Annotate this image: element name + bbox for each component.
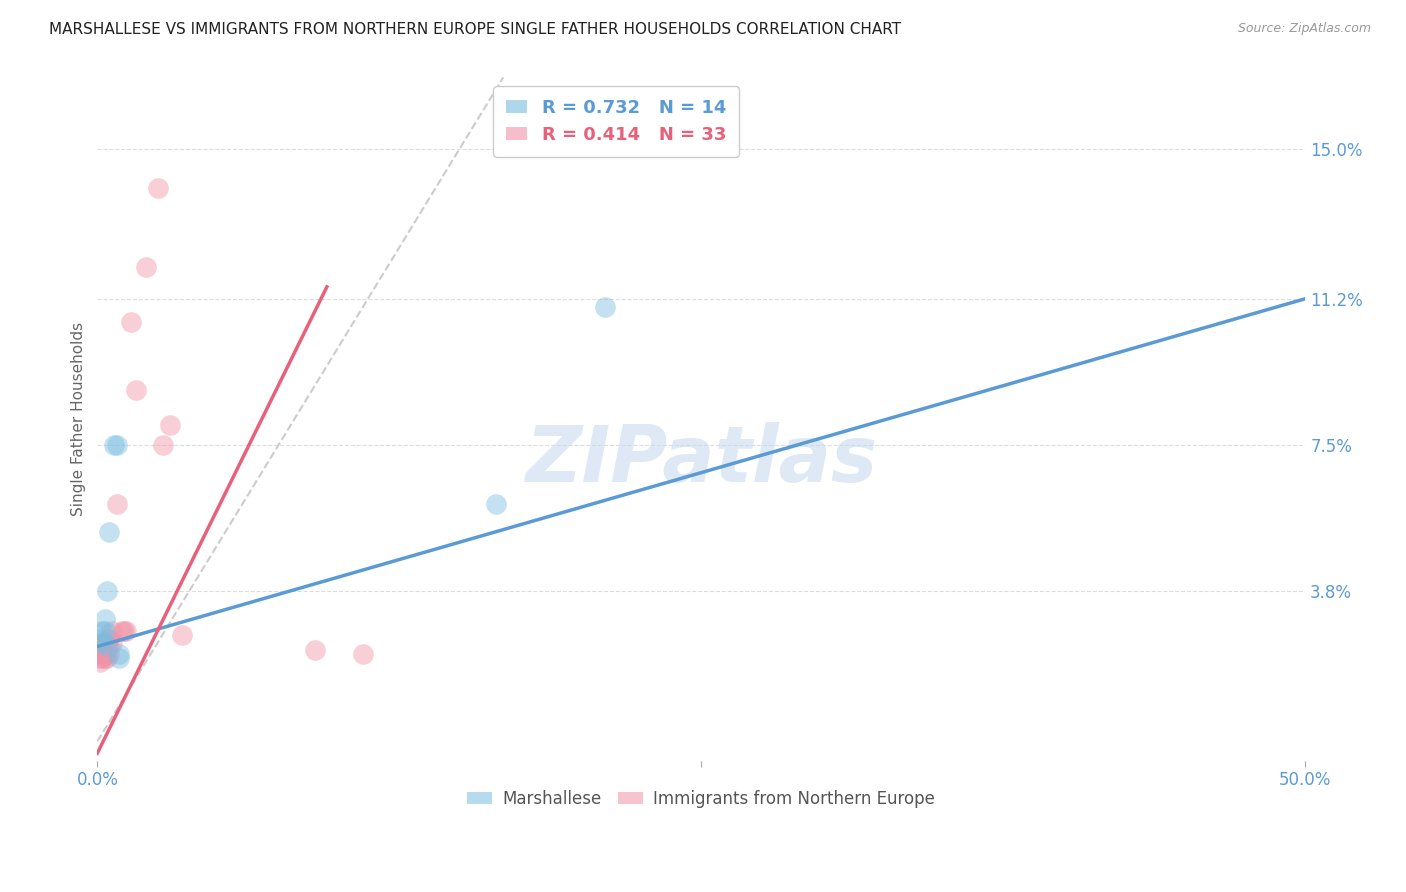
Point — [135, 260, 157, 274]
Point — [93, 651, 115, 665]
Point — [105, 438, 128, 452]
Point — [110, 624, 132, 638]
Point — [108, 651, 131, 665]
Point — [93, 612, 115, 626]
Point — [89, 655, 111, 669]
Point — [146, 181, 169, 195]
Point — [593, 300, 616, 314]
Point — [89, 651, 111, 665]
Point — [93, 635, 115, 649]
Point — [98, 632, 121, 646]
Point — [93, 624, 115, 638]
Text: MARSHALLESE VS IMMIGRANTS FROM NORTHERN EUROPE SINGLE FATHER HOUSEHOLDS CORRELAT: MARSHALLESE VS IMMIGRANTS FROM NORTHERN … — [49, 22, 901, 37]
Point — [96, 584, 118, 599]
Point — [352, 648, 374, 662]
Point — [89, 643, 111, 657]
Text: ZIPatlas: ZIPatlas — [526, 422, 877, 499]
Point — [98, 648, 121, 662]
Point — [96, 632, 118, 646]
Point — [91, 635, 114, 649]
Point — [105, 497, 128, 511]
Point — [98, 524, 121, 539]
Legend: Marshallese, Immigrants from Northern Europe: Marshallese, Immigrants from Northern Eu… — [461, 783, 942, 814]
Point — [101, 635, 124, 649]
Point — [91, 624, 114, 638]
Point — [108, 648, 131, 662]
Point — [170, 627, 193, 641]
Point — [96, 640, 118, 654]
Point — [89, 648, 111, 662]
Point — [115, 624, 138, 638]
Point — [103, 438, 125, 452]
Y-axis label: Single Father Households: Single Father Households — [72, 322, 86, 516]
Point — [125, 383, 148, 397]
Point — [101, 624, 124, 638]
Point — [91, 640, 114, 654]
Point — [93, 648, 115, 662]
Point — [98, 640, 121, 654]
Point — [152, 438, 174, 452]
Point — [112, 624, 135, 638]
Point — [304, 643, 326, 657]
Point — [96, 651, 118, 665]
Text: Source: ZipAtlas.com: Source: ZipAtlas.com — [1237, 22, 1371, 36]
Point — [91, 651, 114, 665]
Point — [120, 315, 142, 329]
Point — [91, 643, 114, 657]
Point — [89, 632, 111, 646]
Point — [91, 635, 114, 649]
Point — [159, 418, 181, 433]
Point — [485, 497, 508, 511]
Point — [91, 648, 114, 662]
Point — [96, 643, 118, 657]
